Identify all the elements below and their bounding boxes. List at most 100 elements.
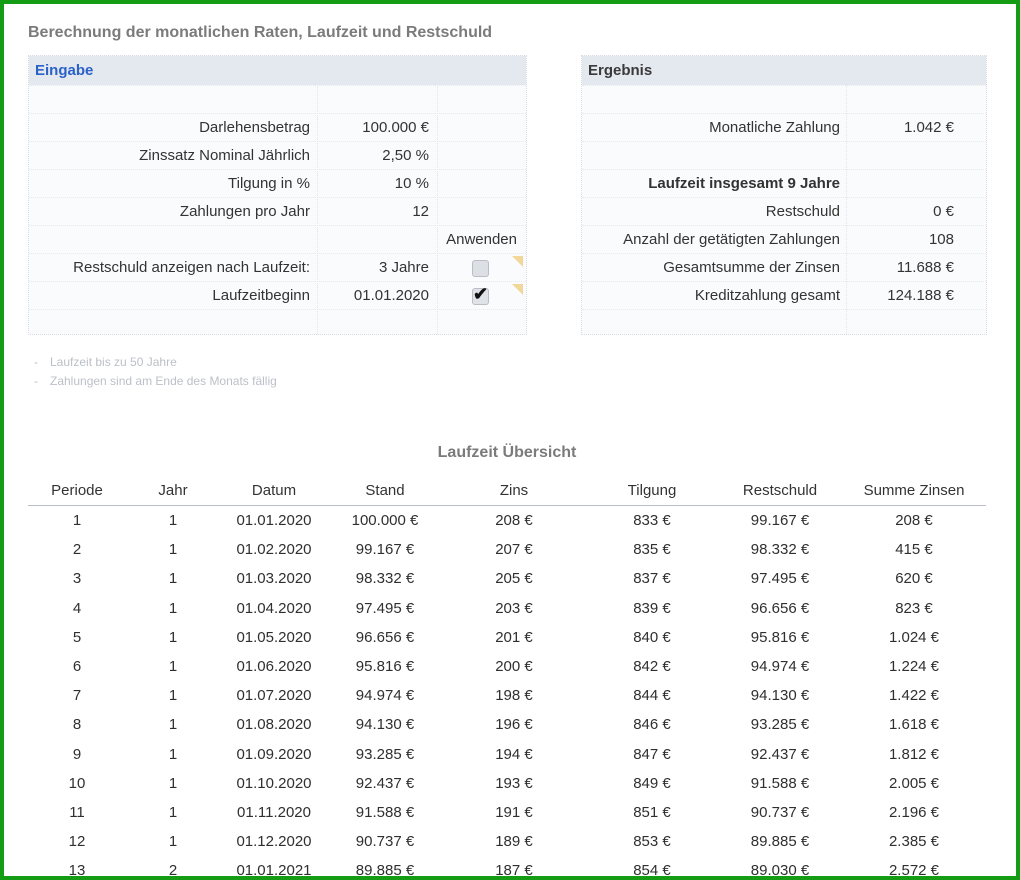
cell-zins: 207 € [495, 541, 533, 559]
laufzeitbeginn-field[interactable]: 01.01.2020 [353, 287, 429, 304]
eingabe-header: Eingabe [29, 56, 526, 85]
schedule-body: 1 1 01.01.2020 100.000 €208 €833 €99.167 €2… [28, 506, 986, 880]
cell-zins: 205 € [495, 570, 533, 588]
cell-datum: 01.02.2020 [236, 541, 312, 559]
anwenden-label: Anwenden [446, 231, 517, 248]
cell-summe-zinsen: 2.385 € [888, 833, 940, 851]
cell-datum: 01.08.2020 [236, 716, 312, 734]
cell-restschuld: 89.030 € [750, 862, 810, 880]
cell-periode: 13 [68, 862, 86, 880]
cell-tilgung: 839 € [633, 599, 671, 617]
cell-jahr: 1 [168, 716, 178, 734]
cell-stand: 91.588 € [355, 803, 415, 821]
cell-periode: 6 [72, 658, 82, 676]
note-text: Laufzeit bis zu 50 Jahre [50, 355, 177, 369]
cell-restschuld: 92.437 € [750, 745, 810, 763]
cell-jahr: 1 [168, 745, 178, 763]
cell-datum: 01.10.2020 [236, 774, 312, 792]
empty-row [29, 85, 526, 114]
table-row: 5 1 01.05.2020 96.656 € 201 € 840 € 95.816 € 1.… [28, 623, 986, 652]
zahlungen-pro-jahr-field[interactable]: 12 [412, 203, 429, 220]
empty-row [582, 85, 986, 114]
cell-zins: 198 € [495, 687, 533, 705]
table-row: 11 1 01.11.2020 91.588 €191 €851 €90.737 €2… [28, 798, 986, 827]
schedule-table: Periode Jahr Datum Stand Zins Tilgung Restschu… [28, 476, 986, 880]
cell-tilgung: 851 € [633, 803, 671, 821]
restschuld-apply-checkbox[interactable] [472, 260, 489, 277]
monatliche-zahlung-row: Monatliche Zahlung 1.042 € [582, 113, 986, 142]
laufzeitbeginn-label: Laufzeitbeginn [212, 287, 310, 304]
cell-summe-zinsen: 620 € [895, 570, 933, 588]
cell-tilgung: 835 € [633, 541, 671, 559]
tilgung-row: Tilgung in % 10 % [29, 169, 526, 198]
cell-summe-zinsen: 1.618 € [888, 716, 940, 734]
restschuld-row: Restschuld 0 € [582, 197, 986, 226]
cell-datum: 01.03.2020 [236, 570, 312, 588]
cell-restschuld: 96.656 € [750, 599, 810, 617]
cell-summe-zinsen: 208 € [895, 512, 933, 530]
grid-line [317, 85, 318, 334]
checkmark-icon: ✔ [473, 284, 489, 304]
cell-summe-zinsen: 2.572 € [888, 862, 940, 880]
cell-summe-zinsen: 823 € [895, 599, 933, 617]
restschuld-label: Restschuld [765, 203, 840, 220]
cell-stand: 93.285 € [355, 745, 415, 763]
cell-periode: 9 [72, 745, 82, 763]
ergebnis-panel: Ergebnis Monatliche Zahlung 1.042 € Lauf… [581, 55, 987, 335]
tilgung-field[interactable]: 10 % [394, 175, 429, 192]
kreditzahlung-gesamt-label: Kreditzahlung gesamt [694, 287, 840, 304]
column-header-jahr: Jahr [126, 476, 220, 506]
cell-jahr: 1 [168, 687, 178, 705]
cell-zins: 194 € [495, 745, 533, 763]
table-row: 2 1 01.02.2020 99.167 € 207 € 835 € 98.332 € 41… [28, 535, 986, 564]
zinssatz-row: Zinssatz Nominal Jährlich 2,50 % [29, 141, 526, 170]
cell-stand: 94.130 € [355, 716, 415, 734]
table-row: 12 1 01.12.2020 90.737 € 189 € 853 € 89.885 € 2… [28, 827, 986, 856]
table-row: 3 1 01.03.2020 98.332 € 205 € 837 € 97.495 € 62… [28, 564, 986, 593]
cell-summe-zinsen: 2.196 € [888, 803, 940, 821]
zinssatz-label: Zinssatz Nominal Jährlich [139, 147, 310, 164]
cell-zins: 193 € [495, 774, 533, 792]
note-bullet: - [34, 355, 38, 369]
cell-datum: 01.12.2020 [236, 833, 312, 851]
monatliche-zahlung-label: Monatliche Zahlung [709, 119, 840, 136]
cell-tilgung: 833 € [633, 512, 671, 530]
schedule-title: Laufzeit Übersicht [437, 444, 577, 461]
column-header-restschuld: Restschuld [718, 476, 842, 506]
restschuld-laufzeit-field[interactable]: 3 Jahre [378, 259, 429, 276]
grid-line [846, 85, 847, 334]
gesamtsumme-zinsen-row: Gesamtsumme der Zinsen 11.688 € [582, 253, 986, 282]
cell-periode: 10 [68, 774, 86, 792]
table-row: 13 2 01.01.2021 89.885 € 187 € 854 € 89.030 € 2… [28, 856, 986, 880]
notes-list: - Laufzeit bis zu 50 Jahre - Zahlungen sin… [34, 353, 277, 391]
darlehensbetrag-field[interactable]: 100.000 € [362, 119, 429, 136]
kreditzahlung-gesamt-row: Kreditzahlung gesamt 124.188 € [582, 281, 986, 310]
cell-stand: 98.332 € [355, 570, 415, 588]
zinssatz-field[interactable]: 2,50 % [382, 147, 429, 164]
cell-restschuld: 91.588 € [750, 774, 810, 792]
column-header-summe-zinsen: Summe Zinsen [842, 476, 986, 506]
cell-restschuld: 94.130 € [750, 687, 810, 705]
cell-periode: 4 [72, 599, 82, 617]
note-item: - Laufzeit bis zu 50 Jahre [34, 353, 277, 372]
cell-zins: 191 € [495, 803, 533, 821]
laufzeitbeginn-apply-checkbox[interactable]: ✔ [472, 284, 489, 305]
cell-periode: 8 [72, 716, 82, 734]
cell-zins: 187 € [495, 862, 533, 880]
cell-periode: 7 [72, 687, 82, 705]
cell-datum: 01.01.2021 [236, 862, 312, 880]
cell-jahr: 1 [168, 774, 178, 792]
cell-restschuld: 95.816 € [750, 628, 810, 646]
gesamtsumme-zinsen-value: 11.688 € [896, 259, 954, 276]
cell-summe-zinsen: 1.812 € [888, 745, 940, 763]
cell-restschuld: 89.885 € [750, 833, 810, 851]
cell-summe-zinsen: 1.024 € [888, 628, 940, 646]
table-row: 7 1 01.07.2020 94.974 € 198 € 844 € 94.130 € 1.… [28, 681, 986, 710]
cell-restschuld: 94.974 € [750, 658, 810, 676]
cell-datum: 01.01.2020 [236, 512, 312, 530]
cell-zins: 203 € [495, 599, 533, 617]
grid-line [437, 85, 438, 334]
tilgung-label: Tilgung in % [228, 175, 310, 192]
cell-zins: 200 € [495, 658, 533, 676]
